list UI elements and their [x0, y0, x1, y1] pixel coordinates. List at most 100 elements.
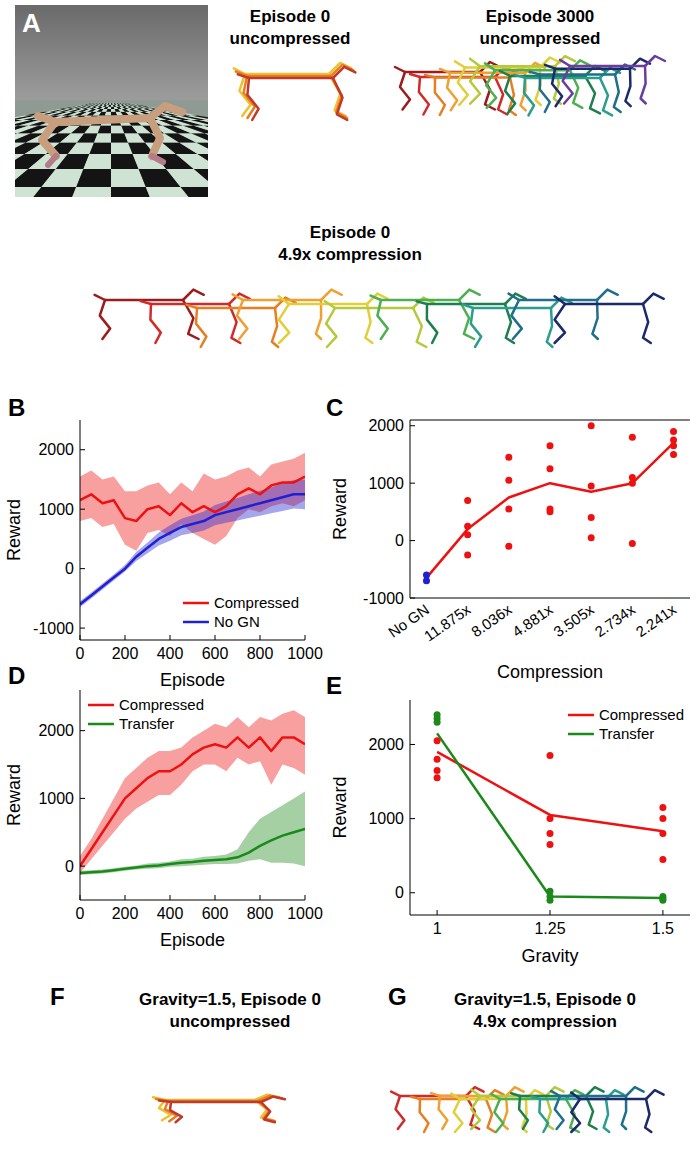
x-tick-label: 600: [202, 645, 229, 662]
limb: [470, 59, 480, 66]
limb: [261, 1097, 285, 1102]
limb: [435, 78, 445, 116]
limb: [365, 304, 372, 343]
y-tick: [410, 892, 415, 893]
x-tick-label: 800: [247, 905, 274, 922]
panel-letter: A: [22, 8, 41, 38]
floor-tile: [94, 133, 111, 142]
data-point: [505, 477, 512, 484]
limb: [410, 74, 420, 77]
illustration: [153, 1095, 285, 1123]
y-axis-title: Reward: [4, 499, 24, 561]
x-tick-label: 11.875x: [421, 600, 474, 644]
floor-tile: [199, 120, 208, 126]
series-line: [80, 829, 305, 873]
floor-tile: [105, 112, 111, 116]
y-tick-label: 1000: [368, 810, 404, 827]
series-line: [426, 443, 673, 578]
y-tick: [410, 483, 415, 484]
floor-tile: [207, 120, 208, 126]
x-tick-label: 600: [202, 905, 229, 922]
y-tick-label: -1000: [363, 590, 404, 607]
limb: [159, 1100, 171, 1102]
y-tick-label: 1000: [38, 501, 74, 518]
limb: [555, 296, 565, 304]
panel-title: Gravity=1.5, Episode 0: [139, 990, 321, 1009]
limb: [396, 1096, 405, 1129]
model-limb: [150, 118, 160, 156]
limb: [261, 1102, 275, 1122]
series-line: [437, 733, 663, 898]
limb: [571, 1099, 580, 1132]
limb: [141, 301, 151, 304]
limb: [643, 304, 651, 343]
stick-figure: [156, 1096, 282, 1122]
limb: [486, 1090, 504, 1099]
data-point: [629, 540, 636, 547]
data-point: [434, 737, 441, 744]
x-tick-label: 400: [157, 905, 184, 922]
limb: [519, 1096, 528, 1129]
limb: [381, 299, 459, 302]
limb: [586, 1096, 597, 1129]
legend-label: Transfer: [599, 725, 654, 742]
limb: [646, 1090, 664, 1099]
floor-tile: [83, 154, 111, 169]
limb: [440, 69, 450, 73]
model-limb: [38, 116, 55, 122]
data-point: [659, 815, 666, 822]
x-tick: [170, 635, 171, 640]
data-point: [547, 508, 554, 515]
limb: [249, 77, 333, 80]
limb: [459, 290, 480, 300]
x-tick: [215, 895, 216, 900]
y-tick: [410, 818, 415, 819]
limb: [540, 75, 550, 113]
data-point: [659, 830, 666, 837]
floor-tile: [134, 105, 146, 107]
stick-figure: [236, 65, 354, 118]
x-tick-label: 4.881x: [509, 600, 556, 640]
limb: [625, 69, 630, 107]
legend-swatch: [183, 621, 209, 624]
x-axis-line: [80, 640, 305, 641]
limb: [511, 300, 521, 339]
stick-figure: [234, 63, 352, 116]
floor-tile: [127, 103, 136, 105]
panel-title: Episode 3000: [486, 7, 595, 26]
limb: [626, 1087, 644, 1096]
legend-label: Compressed: [214, 594, 299, 611]
stick-figure: [551, 1087, 643, 1129]
data-point: [588, 534, 595, 541]
panel-letter: F: [50, 983, 65, 1010]
limb: [333, 78, 347, 120]
data-point: [670, 442, 677, 449]
limb: [505, 304, 514, 343]
y-tick-label: 0: [65, 858, 74, 875]
limb: [425, 75, 435, 78]
x-tick: [550, 910, 551, 915]
legend-swatch: [183, 602, 209, 605]
data-point: [670, 428, 677, 435]
limb: [614, 75, 621, 113]
limb: [455, 61, 465, 67]
limb: [100, 300, 110, 339]
limb: [515, 75, 525, 78]
x-tick: [125, 895, 126, 900]
series-line: [80, 494, 305, 604]
data-point: [464, 551, 471, 558]
limb: [458, 68, 468, 106]
limb: [325, 301, 335, 308]
floor-tile: [181, 187, 208, 197]
limb: [413, 308, 426, 347]
limb: [530, 72, 540, 75]
limb: [183, 290, 204, 300]
data-point: [505, 454, 512, 461]
limb: [551, 1091, 560, 1096]
y-tick: [410, 744, 415, 745]
limb: [606, 1090, 624, 1099]
panel-title: Gravity=1.5, Episode 0: [454, 990, 636, 1009]
data-point: [629, 434, 636, 441]
x-axis-title: Episode: [160, 930, 225, 950]
data-point: [547, 465, 554, 472]
